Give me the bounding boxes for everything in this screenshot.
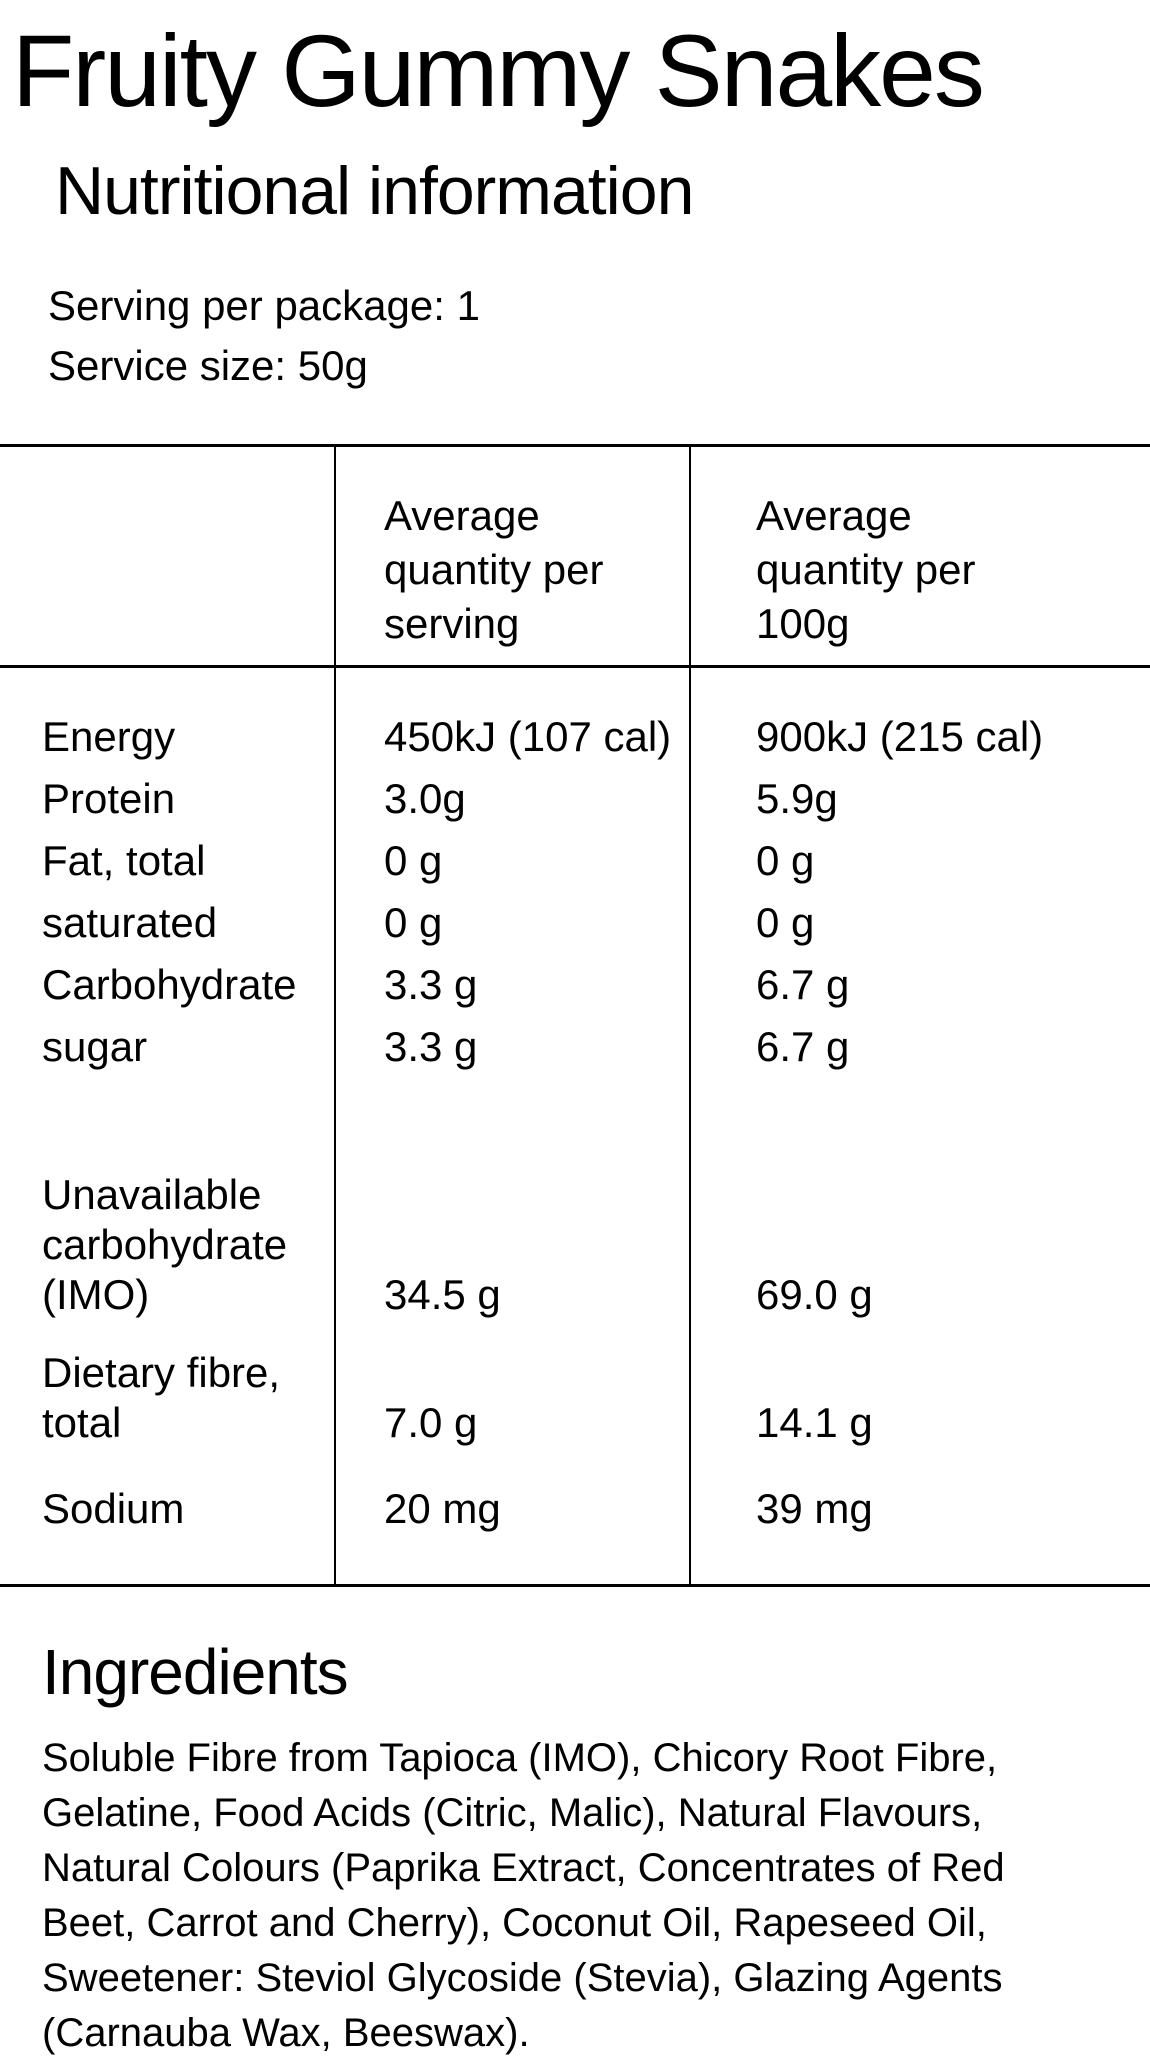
nutritional-information-heading: Nutritional information [55, 153, 694, 230]
nutrient-label: Carbohydrate [42, 961, 297, 1009]
header-average-per-serving: Average quantity per serving [334, 445, 690, 669]
ingredients-heading: Ingredients [42, 1636, 349, 1709]
table-row-sodium: Sodium 20 mg 39 mg [0, 1448, 1150, 1586]
ingredients-text: Soluble Fibre from Tapioca (IMO), Chicor… [42, 1736, 1005, 2056]
table-row-carbohydrate: Carbohydrate 3.3 g 6.7 g [0, 954, 1150, 1017]
nutrition-table: Average quantity per serving Average qua… [0, 444, 1150, 1588]
per-serving-value: 450kJ (107 cal) [334, 666, 690, 769]
per-100g-value: 5.9g [689, 768, 1150, 831]
per-100g-value: 14.1 g [689, 1320, 1150, 1449]
per-100g-value: 0 g [689, 892, 1150, 955]
table-row-dietary-fibre: Dietary fibre, total 7.0 g 14.1 g [0, 1320, 1150, 1449]
per-serving-value: 0 g [334, 830, 690, 893]
header-average-per-100g: Average quantity per 100g [689, 445, 1150, 669]
nutrient-label: Fat, total [42, 837, 206, 885]
nutrient-label: Energy [42, 713, 176, 761]
table-row-sugar: sugar 3.3 g 6.7 g [0, 1016, 1150, 1079]
nutrient-label: saturated [42, 899, 218, 947]
nutrient-label: Unavailable carbohydrate (IMO) [42, 1171, 288, 1319]
per-100g-value: 6.7 g [689, 954, 1150, 1017]
product-title: Fruity Gummy Snakes [12, 14, 985, 128]
per-serving-value: 3.3 g [334, 954, 690, 1017]
table-row-saturated: saturated 0 g 0 g [0, 892, 1150, 955]
table-row-protein: Protein 3.0g 5.9g [0, 768, 1150, 831]
per-serving-value: 34.5 g [334, 1078, 690, 1321]
per-serving-value: 3.0g [334, 768, 690, 831]
table-row-fat-total: Fat, total 0 g 0 g [0, 830, 1150, 893]
table-row-energy: Energy 450kJ (107 cal) 900kJ (215 cal) [0, 666, 1150, 769]
serving-size: Service size: 50g [48, 342, 368, 390]
serving-per-package: Serving per package: 1 [48, 282, 480, 330]
per-100g-value: 6.7 g [689, 1016, 1150, 1079]
per-serving-value: 20 mg [334, 1448, 690, 1586]
per-100g-value: 69.0 g [689, 1078, 1150, 1321]
per-serving-value: 0 g [334, 892, 690, 955]
per-serving-value: 7.0 g [334, 1320, 690, 1449]
serving-info: Serving per package: 1 Service size: 50g [48, 276, 1150, 396]
table-header-row: Average quantity per serving Average qua… [0, 445, 1150, 669]
per-100g-value: 39 mg [689, 1448, 1150, 1586]
per-100g-value: 900kJ (215 cal) [689, 666, 1150, 769]
nutrition-label-page: Fruity Gummy Snakes Nutritional informat… [0, 14, 1150, 2067]
per-100g-value: 0 g [689, 830, 1150, 893]
nutrient-label: Protein [42, 775, 176, 823]
nutrient-label: sugar [42, 1023, 148, 1071]
nutrient-label: Dietary fibre, total [42, 1349, 281, 1447]
nutrient-label: Sodium [42, 1485, 185, 1533]
per-serving-value: 3.3 g [334, 1016, 690, 1079]
table-row-unavailable-carbohydrate: Unavailable carbohydrate (IMO) 34.5 g 69… [0, 1078, 1150, 1321]
header-blank-cell [0, 445, 335, 669]
